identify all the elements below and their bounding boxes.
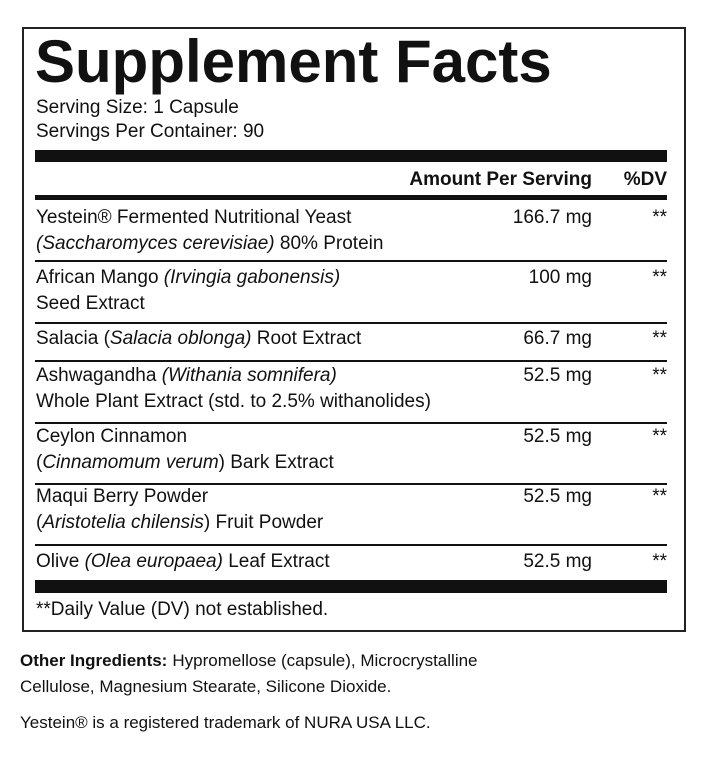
daily-value: ** [652, 551, 667, 572]
daily-value: ** [652, 207, 667, 228]
thick-rule [35, 150, 667, 162]
ingredient-text: Ashwagandha [36, 365, 162, 386]
ingredient-line: Salacia (Salacia oblonga) Root Extract [36, 328, 361, 350]
ingredient-text: Salacia oblonga) [109, 328, 252, 349]
row-rule [35, 260, 667, 262]
ingredient-text: Salacia ( [36, 328, 110, 349]
ingredient-text: Olive [36, 551, 85, 572]
ingredient-text: ) Bark Extract [218, 452, 334, 473]
row-rule [35, 544, 667, 546]
other-ingredients-text: Hypromellose (capsule), Microcrystalline [172, 651, 478, 670]
other-ingredients-text: Cellulose, Magnesium Stearate, Silicone … [20, 677, 392, 696]
ingredient-text: ( [36, 512, 43, 533]
title: Supplement Facts [35, 28, 552, 95]
row-rule [35, 322, 667, 324]
ingredient-line: (Aristotelia chilensis) Fruit Powder [36, 512, 323, 534]
ingredient-line: Yestein® Fermented Nutritional Yeast [36, 207, 351, 229]
ingredient-line: (Cinnamomum verum) Bark Extract [36, 452, 334, 474]
ingredient-text: Seed Extract [36, 293, 145, 314]
ingredient-text: (Irvingia gabonensis) [163, 267, 341, 288]
ingredient-text: (Saccharomyces cerevisiae) [36, 233, 275, 254]
ingredient-text: Maqui Berry Powder [36, 486, 209, 507]
ingredient-text: Leaf Extract [222, 551, 330, 572]
ingredient-text: Whole Plant Extract (std. to 2.5% withan… [36, 391, 431, 412]
ingredient-text: (Withania somnifera) [161, 365, 337, 386]
amount: 52.5 mg [523, 551, 592, 572]
ingredient-text: Aristotelia chilensis [42, 512, 204, 533]
other-ingredients-label: Other Ingredients: [20, 651, 168, 670]
thick-rule [35, 580, 667, 593]
daily-value: ** [652, 486, 667, 507]
ingredient-text: ( [36, 452, 43, 473]
ingredient-text: Root Extract [251, 328, 362, 349]
serving-size: Serving Size: 1 Capsule [36, 97, 239, 118]
ingredient-line: Olive (Olea europaea) Leaf Extract [36, 551, 330, 573]
other-ingredients-line: Other Ingredients: Hypromellose (capsule)… [20, 651, 478, 671]
amount-header: Amount Per Serving [409, 169, 592, 190]
amount: 66.7 mg [523, 328, 592, 349]
amount: 52.5 mg [523, 486, 592, 507]
amount: 100 mg [528, 267, 592, 288]
medium-rule [35, 195, 667, 200]
ingredient-line: (Saccharomyces cerevisiae) 80% Protein [36, 233, 383, 255]
daily-value: ** [652, 328, 667, 349]
ingredient-text: Cinnamomum verum [42, 452, 219, 473]
ingredient-line: Maqui Berry Powder [36, 486, 208, 508]
ingredient-text: African Mango [36, 267, 164, 288]
ingredient-text: (Olea europaea) [84, 551, 223, 572]
ingredient-line: Ceylon Cinnamon [36, 426, 187, 448]
row-rule [35, 422, 667, 424]
amount: 52.5 mg [523, 426, 592, 447]
ingredient-line: Seed Extract [36, 293, 145, 315]
ingredient-line: Ashwagandha (Withania somnifera) [36, 365, 337, 387]
ingredient-text: ) Fruit Powder [203, 512, 324, 533]
ingredient-text: 80% Protein [274, 233, 384, 254]
row-rule [35, 483, 667, 485]
ingredient-text: Yestein® Fermented Nutritional Yeast [36, 207, 352, 228]
servings-per-container: Servings Per Container: 90 [36, 121, 265, 142]
amount: 52.5 mg [523, 365, 592, 386]
ingredient-line: Whole Plant Extract (std. to 2.5% withan… [36, 391, 431, 413]
daily-value: ** [652, 267, 667, 288]
ingredient-line: African Mango (Irvingia gabonensis) [36, 267, 340, 289]
daily-value: ** [652, 426, 667, 447]
row-rule [35, 360, 667, 362]
footnote: **Daily Value (DV) not established. [36, 599, 329, 620]
amount: 166.7 mg [512, 207, 592, 228]
dv-header: %DV [623, 169, 667, 190]
trademark: Yestein® is a registered trademark of NU… [20, 713, 431, 732]
ingredient-text: Ceylon Cinnamon [36, 426, 188, 447]
daily-value: ** [652, 365, 667, 386]
label-box [22, 27, 686, 632]
